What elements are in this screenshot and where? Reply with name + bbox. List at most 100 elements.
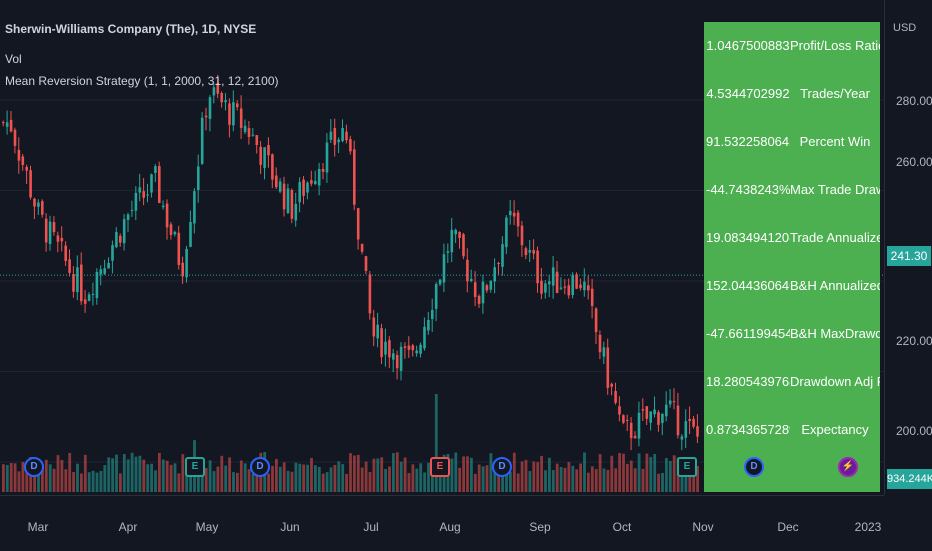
volume-bar [161,459,165,492]
candle-body [263,147,266,168]
volume-bar [208,460,212,492]
candle-body [5,122,9,127]
volume-bar [111,458,114,492]
volume-bar [571,465,575,492]
stat-row-bh-annualized: 152.0443606466% B&H Annualized [704,270,880,302]
volume-bar [372,458,376,492]
candle-body [661,413,664,424]
volume-bar [470,457,473,492]
volume-bar [485,465,489,492]
candle-body [645,406,649,419]
candle-body [310,180,313,184]
volume-bar [232,472,235,492]
candle-body [325,142,329,173]
volume-bar [532,461,536,492]
candle-body [185,248,188,278]
candle-body [220,93,223,103]
volume-bar [21,461,25,492]
stat-value: -44.7438243% [706,182,790,197]
stat-value: 1.0467500883 [706,38,790,53]
volume-value-badge: 934.244K [887,469,932,489]
volume-bar [563,467,567,492]
dividend-marker-icon[interactable]: D [744,457,764,477]
candle-body [189,222,192,247]
earnings-marker-icon[interactable]: E [430,457,450,477]
strategy-stats-table: 1.0467500883 Profit/Loss Ratio 4.5344702… [704,22,880,492]
volume-bar [493,469,497,492]
candle-body [544,283,547,293]
stat-row-expectancy: 0.8734365728% Expectancy [704,414,880,446]
volume-bar [688,471,692,492]
candle-body [696,426,699,437]
stat-row-drawdown-adj-returns: 18.2805439768% Drawdown Adj Returns [704,366,880,398]
volume-bar [134,456,138,492]
candle-body [481,281,485,304]
volume-bar [325,472,329,492]
candle-body [146,194,149,196]
strategy-indicator-label[interactable]: Mean Reversion Strategy (1, 1, 2000, 31,… [5,74,279,88]
volume-bar [158,452,161,492]
candle-body [477,295,481,304]
candle-body [337,139,340,143]
earnings-marker-icon[interactable]: E [185,457,205,477]
volume-bar [154,470,157,492]
dividend-marker-icon[interactable]: D [492,457,512,477]
candle-body [470,278,473,282]
candle-body [48,221,52,245]
candle-body [290,189,294,219]
volume-bar [548,457,551,492]
volume-bar [477,464,481,492]
stat-label: Percent Win [799,134,871,149]
volume-bar [520,461,524,492]
candle-body [633,435,637,439]
dividend-marker-icon[interactable]: D [24,457,44,477]
time-axis[interactable] [0,495,884,551]
volume-bar [76,463,79,492]
candle-body [512,212,516,217]
volume-bar [594,469,598,492]
price-chart[interactable] [0,0,884,495]
volume-bar [267,473,270,492]
candle-body [372,317,376,337]
candle-body [161,205,165,208]
candle-body [427,319,430,331]
volume-bar [48,464,52,492]
candle-body [208,97,212,119]
candle-body [571,275,574,295]
volume-bar [306,464,309,492]
candle-body [177,232,181,265]
volume-bar [368,471,372,492]
volume-bar [103,465,107,492]
candle-body [329,131,333,140]
candle-body [282,183,286,210]
candle-body [407,345,411,350]
price-tick: 200.00 [896,424,932,438]
stat-label: Expectancy [801,422,869,437]
candle-body [419,344,422,354]
price-tick: 260.00 [896,155,932,169]
volume-bar [255,471,259,492]
candle-body [516,212,520,227]
earnings-marker-icon[interactable]: E [677,457,697,477]
candle-body [505,217,508,248]
volume-bar [559,467,563,492]
candle-body [200,117,204,164]
candle-body [130,209,134,211]
volume-indicator-label[interactable]: Vol [5,52,22,66]
candle-body [259,146,262,165]
candle-body [314,180,317,185]
volume-bar [497,472,501,492]
volume-bar [524,459,528,492]
volume-bar [33,468,36,492]
volume-bar [637,453,641,492]
candle-body [532,250,535,254]
candle-body [64,245,67,262]
volume-bar [392,453,395,492]
stat-value: 152.0443606466% [706,278,790,293]
volume-bar [466,456,469,492]
candle-body [197,166,200,190]
candle-body [626,419,629,421]
split-marker-icon[interactable]: ⚡ [838,457,858,477]
candle-body [434,284,438,309]
dividend-marker-icon[interactable]: D [250,457,270,477]
